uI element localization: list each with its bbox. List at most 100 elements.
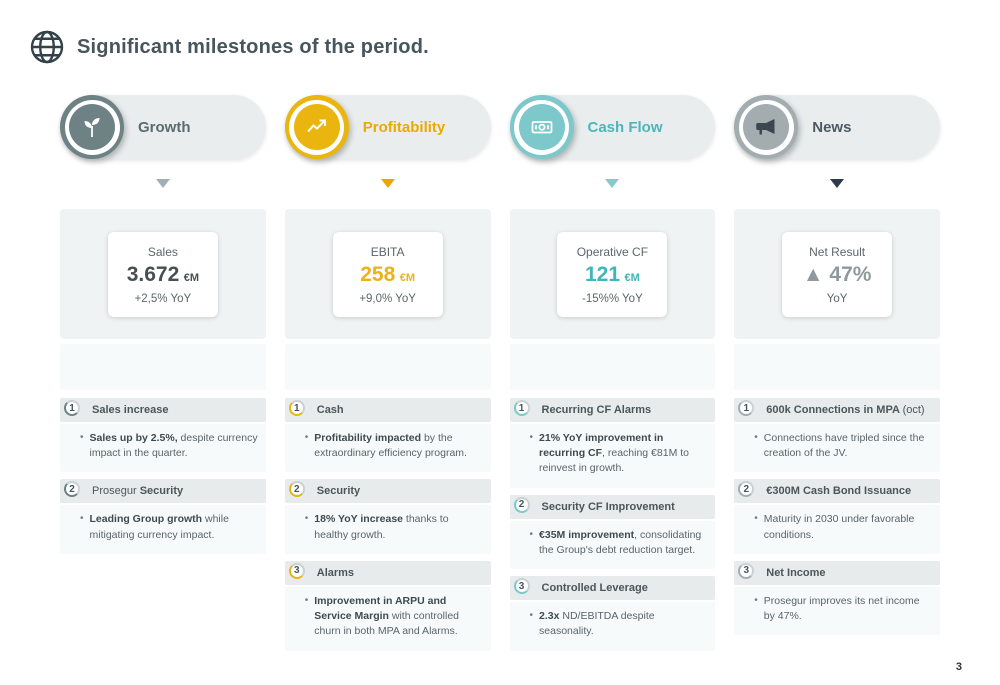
column-growth: Growth Sales 3.672 €M +2,5% YoY 1 Sales … (60, 95, 266, 651)
metric-value-number: ▲ 47% (802, 262, 872, 286)
column-header-pill: Growth (60, 95, 266, 159)
bullet-icon: • (529, 528, 534, 540)
item-bullet-text: Sales up by 2.5%, despite currency impac… (89, 432, 258, 460)
metric-unit: €M (183, 271, 200, 284)
item-body: • Profitability impacted by the extraord… (284, 424, 491, 473)
metric-card: Net Result ▲ 47% YoY (782, 231, 893, 317)
bullet-icon: • (529, 432, 534, 443)
bullet-icon: • (304, 432, 309, 443)
column-profitability: Profitability EBITA 258 €M +9,0% YoY 1 C… (284, 95, 491, 651)
metric-unit: €M (399, 271, 416, 284)
list-item: 1 Sales increase • Sales up by 2.5%, des… (60, 398, 266, 473)
megaphone-icon (734, 95, 799, 159)
item-body: • Prosegur improves its net income by 47… (734, 586, 940, 636)
list-item: 2 Security CF Improvement • €35M improve… (509, 494, 716, 570)
item-bullet-text: 21% YoY improvement in recurring CF, rea… (539, 432, 689, 475)
item-number: 2 (743, 483, 750, 495)
list-item: 1 Recurring CF Alarms • 21% YoY improvem… (509, 398, 716, 488)
metric-delta: YoY (826, 292, 848, 305)
bullet-icon: • (754, 594, 758, 606)
item-body: • Improvement in ARPU and Service Margin… (284, 586, 491, 651)
item-bullet-text: €35M improvement, consolidating the Grou… (539, 528, 702, 556)
item-header-label: Prosegur Security (92, 485, 184, 498)
column-cash-flow: Cash Flow Operative CF 121 €M -15%% YoY … (509, 95, 716, 651)
item-header-label: 600k Connections in MPA (oct) (766, 403, 925, 416)
item-number-badge: 1 (288, 400, 305, 416)
bullet-icon: • (529, 610, 534, 622)
pointer-triangle-icon (605, 179, 620, 188)
icon-core (743, 104, 790, 150)
metric-title: EBITA (370, 244, 405, 259)
list-item: 2 Security • 18% YoY increase thanks to … (284, 479, 491, 554)
item-number: 1 (69, 402, 75, 414)
item-header-label: Security CF Improvement (541, 500, 675, 513)
pointer-triangle-icon (830, 179, 845, 188)
trend-chart-icon (284, 95, 349, 159)
bullet-icon: • (80, 432, 84, 443)
metric-subpanel (734, 344, 940, 390)
item-header: 3 Alarms (284, 560, 491, 585)
item-number: 2 (69, 483, 75, 495)
list-item: 1 Cash • Profitability impacted by the e… (284, 398, 491, 473)
metric-value: ▲ 47% (796, 263, 878, 287)
item-header: 1 Recurring CF Alarms (509, 398, 716, 422)
bullet-icon: • (304, 594, 309, 606)
item-header-label: Alarms (316, 566, 355, 579)
item-header-label: €300M Cash Bond Issuance (766, 485, 912, 498)
metric-delta: -15%% YoY (582, 292, 643, 305)
item-header-label: Sales increase (92, 403, 169, 416)
items-list: 1 Recurring CF Alarms • 21% YoY improvem… (509, 398, 716, 651)
item-body: • €35M improvement, consolidating the Gr… (509, 520, 716, 570)
metric-panel: EBITA 258 €M +9,0% YoY (284, 209, 491, 339)
item-number: 1 (743, 402, 750, 414)
list-item: 3 Controlled Leverage • 2.3x ND/EBITDA d… (509, 576, 716, 651)
metric-panel: Operative CF 121 €M -15%% YoY (509, 209, 716, 339)
metric-panel: Sales 3.672 €M +2,5% YoY (60, 209, 266, 339)
item-number-badge: 2 (288, 481, 305, 498)
metric-delta: +9,0% YoY (359, 292, 416, 305)
bullet-icon: • (80, 513, 84, 525)
items-list: 1 Cash • Profitability impacted by the e… (284, 398, 491, 651)
item-number: 2 (518, 499, 525, 511)
item-header: 2 Security CF Improvement (509, 494, 716, 519)
metric-card: EBITA 258 €M +9,0% YoY (332, 231, 443, 317)
column-header-pill: Cash Flow (509, 95, 716, 159)
item-number-badge: 3 (288, 562, 305, 579)
item-body: • 21% YoY improvement in recurring CF, r… (509, 424, 716, 488)
item-body: • 2.3x ND/EBITDA despite seasonality. (509, 602, 716, 651)
item-bullet-text: 18% YoY increase thanks to healthy growt… (314, 513, 449, 541)
item-bullet-text: Connections have tripled since the creat… (763, 432, 925, 460)
metric-value: 3.672 €M (122, 263, 204, 287)
item-number: 1 (518, 402, 525, 414)
metric-delta: +2,5% YoY (134, 292, 192, 305)
column-label: News (812, 118, 852, 136)
columns: Growth Sales 3.672 €M +2,5% YoY 1 Sales … (60, 95, 940, 651)
item-header: 1 Cash (284, 398, 491, 422)
icon-ring-gap (289, 99, 345, 155)
item-body: • Leading Group growth while mitigating … (60, 505, 266, 554)
item-number-badge: 2 (64, 481, 80, 498)
metric-title: Net Result (809, 244, 866, 259)
column-header-pill: News (734, 95, 940, 159)
metric-card: Operative CF 121 €M -15%% YoY (557, 231, 668, 317)
list-item: 2 €300M Cash Bond Issuance • Maturity in… (734, 479, 940, 554)
item-number-badge: 2 (738, 481, 755, 498)
icon-ring-gap (514, 99, 569, 155)
item-body: • Maturity in 2030 under favorable condi… (734, 505, 940, 554)
item-header: 2 €300M Cash Bond Issuance (734, 479, 940, 504)
list-item: 3 Alarms • Improvement in ARPU and Servi… (284, 560, 491, 651)
list-item: 1 600k Connections in MPA (oct) • Connec… (734, 398, 940, 473)
icon-core (69, 104, 115, 150)
page-number: 3 (955, 661, 962, 673)
slide-header: Significant milestones of the period. (28, 28, 429, 66)
item-bullet-text: 2.3x ND/EBITDA despite seasonality. (539, 610, 655, 638)
item-body: • Sales up by 2.5%, despite currency imp… (60, 424, 266, 473)
item-header-label: Controlled Leverage (541, 582, 648, 595)
page-title: Significant milestones of the period. (77, 35, 429, 58)
icon-ring-gap (738, 99, 794, 155)
item-header-label: Net Income (766, 566, 826, 579)
metric-title: Operative CF (576, 244, 649, 259)
metric-subpanel (284, 344, 491, 390)
plant-icon (60, 95, 124, 159)
cash-icon (509, 95, 574, 159)
